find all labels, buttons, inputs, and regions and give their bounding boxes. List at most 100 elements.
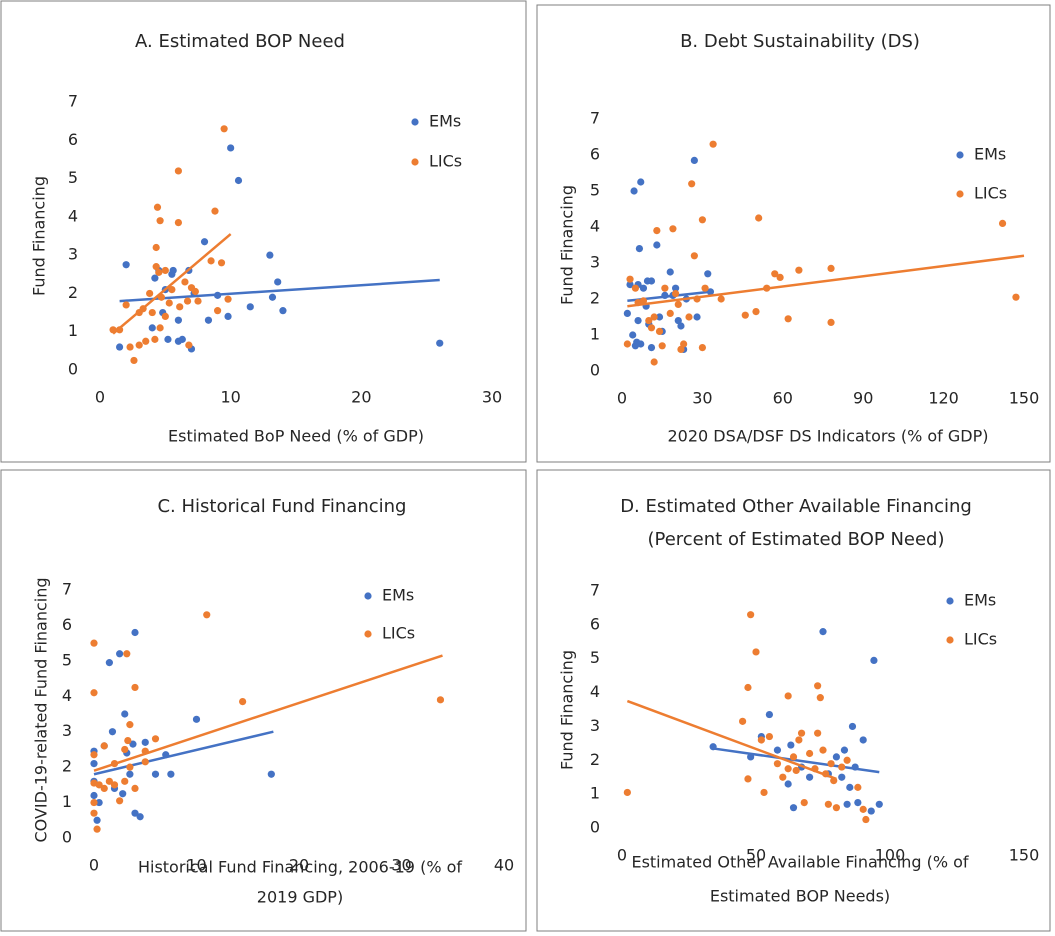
scatter-point xyxy=(741,311,749,319)
scatter-point xyxy=(773,760,782,768)
legend-label: EMs xyxy=(964,591,996,610)
chart-title: B. Debt Sustainability (DS) xyxy=(680,31,920,52)
y-tick-label: 3 xyxy=(62,721,72,740)
scatter-point xyxy=(765,732,774,741)
y-tick-label: 1 xyxy=(62,792,72,811)
scatter-point xyxy=(90,791,98,800)
scatter-point xyxy=(151,274,159,282)
scatter-point xyxy=(126,343,134,351)
scatter-point xyxy=(151,770,160,778)
scatter-point xyxy=(131,784,139,793)
scatter-point xyxy=(224,295,232,303)
scatter-point xyxy=(185,341,193,349)
scatter-point xyxy=(819,628,827,636)
y-tick-label: 6 xyxy=(590,145,600,164)
scatter-point xyxy=(843,756,851,764)
legend-label: EMs xyxy=(382,586,414,605)
scatter-point xyxy=(661,284,669,292)
legend-marker xyxy=(364,630,372,638)
y-axis-label: Fund Financing xyxy=(558,185,577,305)
x-axis-label: 2019 GDP) xyxy=(257,888,343,907)
scatter-point xyxy=(674,300,682,308)
y-tick-label: 5 xyxy=(68,168,78,187)
scatter-point xyxy=(650,358,658,366)
x-tick-label: 10 xyxy=(220,388,240,407)
scatter-point xyxy=(666,309,674,317)
y-tick-label: 5 xyxy=(590,648,600,667)
scatter-point xyxy=(827,264,835,272)
scatter-point xyxy=(141,738,149,746)
scatter-point xyxy=(637,340,645,348)
scatter-point xyxy=(832,753,841,761)
scatter-point xyxy=(152,243,160,252)
scatter-point xyxy=(90,689,98,697)
scatter-point xyxy=(148,324,156,332)
y-tick-label: 0 xyxy=(590,818,600,837)
scatter-point xyxy=(95,798,103,807)
scatter-point xyxy=(819,746,827,754)
scatter-point xyxy=(192,715,201,723)
scatter-point xyxy=(814,682,822,690)
legend-marker xyxy=(411,158,419,166)
trend-line xyxy=(93,730,274,776)
scatter-point xyxy=(757,736,765,744)
y-tick-label: 0 xyxy=(590,361,600,380)
scatter-point xyxy=(631,284,640,292)
scatter-point xyxy=(647,344,656,352)
scatter-point xyxy=(843,800,851,808)
scatter-point xyxy=(795,736,803,744)
scatter-point xyxy=(436,696,445,704)
legend-marker xyxy=(411,118,419,126)
scatter-point xyxy=(709,140,717,148)
scatter-point xyxy=(126,721,134,729)
scatter-point xyxy=(832,804,841,812)
scatter-point xyxy=(90,798,98,807)
scatter-point xyxy=(827,318,835,326)
legend-label: LICs xyxy=(964,630,997,649)
scatter-point xyxy=(840,746,849,754)
scatter-point xyxy=(204,316,213,324)
scatter-point xyxy=(765,710,774,719)
scatter-point xyxy=(706,288,715,296)
scatter-point xyxy=(647,277,656,285)
y-tick-label: 6 xyxy=(68,130,78,149)
scatter-point xyxy=(854,783,862,791)
scatter-point xyxy=(650,313,658,321)
y-tick-label: 1 xyxy=(590,325,600,344)
legend-label: EMs xyxy=(429,112,461,131)
scatter-point xyxy=(637,178,645,186)
trend-line xyxy=(627,254,1025,308)
scatter-point xyxy=(274,278,282,286)
scatter-point xyxy=(784,315,792,323)
scatter-point xyxy=(784,780,792,788)
legend-label: LICs xyxy=(974,184,1007,203)
scatter-point xyxy=(116,343,124,351)
scatter-point xyxy=(130,356,138,365)
y-tick-label: 7 xyxy=(590,581,600,600)
scatter-point xyxy=(121,710,129,718)
y-tick-label: 2 xyxy=(590,750,600,769)
scatter-point xyxy=(867,807,875,815)
scatter-point xyxy=(653,241,661,249)
scatter-point xyxy=(153,203,162,211)
scatter-point xyxy=(698,216,707,224)
y-axis-label: Fund Financing xyxy=(558,650,577,770)
scatter-point xyxy=(227,144,235,152)
y-tick-label: 7 xyxy=(62,580,72,599)
scatter-point xyxy=(626,281,634,289)
scatter-point xyxy=(136,813,144,821)
scatter-point xyxy=(246,303,254,311)
scatter-point xyxy=(155,268,163,276)
y-tick-label: 6 xyxy=(590,614,600,633)
y-tick-label: 0 xyxy=(68,360,78,379)
x-axis-label: Estimated BOP Needs) xyxy=(710,887,890,906)
scatter-point xyxy=(176,303,184,311)
y-axis-label: Fund Financing xyxy=(30,176,49,296)
scatter-point xyxy=(645,317,653,325)
scatter-point xyxy=(672,284,680,292)
scatter-point xyxy=(698,344,707,352)
y-tick-label: 7 xyxy=(590,109,600,128)
scatter-point xyxy=(669,225,677,233)
scatter-point xyxy=(704,270,712,278)
x-tick-label: 20 xyxy=(351,388,371,407)
